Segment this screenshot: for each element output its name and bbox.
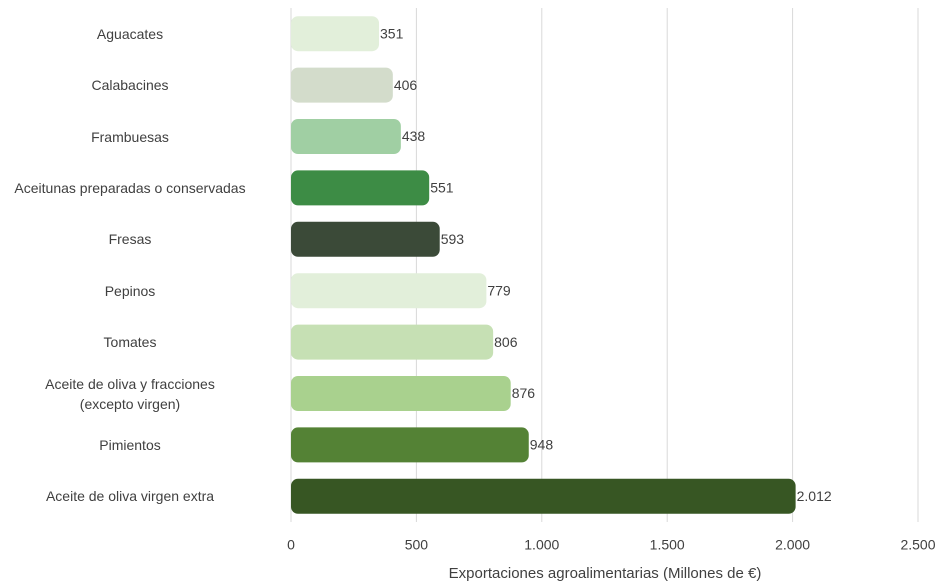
value-label: 779	[487, 282, 511, 298]
x-tick-label: 0	[287, 537, 295, 553]
bar	[291, 119, 401, 154]
category-label: Tomates	[103, 334, 157, 351]
value-label: 551	[430, 180, 454, 196]
bar	[291, 16, 380, 52]
value-label: 806	[494, 334, 518, 350]
category-label: Aceitunas preparadas o conservadas	[14, 179, 246, 196]
x-tick-label: 1.500	[650, 537, 685, 553]
value-label: 948	[530, 437, 554, 453]
category-label: Aceite de oliva y fracciones (excepto vi…	[45, 375, 215, 412]
bar	[291, 67, 393, 103]
bar	[291, 478, 796, 514]
x-tick-label: 2.500	[900, 537, 935, 553]
x-tick-label: 2.000	[775, 537, 810, 553]
category-label: Fresas	[108, 231, 152, 248]
value-label: 876	[512, 385, 536, 401]
bar	[291, 273, 487, 309]
value-label: 351	[380, 25, 404, 41]
value-label: 406	[394, 77, 418, 93]
category-label: Pimientos	[99, 436, 161, 453]
x-tick-label: 500	[405, 537, 429, 553]
value-label: 2.012	[797, 488, 832, 504]
category-label: Aceite de oliva virgen extra	[45, 488, 215, 505]
value-label: 438	[402, 128, 426, 144]
category-label: Pepinos	[104, 282, 156, 299]
x-tick-label: 1.000	[524, 537, 559, 553]
bar	[291, 170, 430, 206]
bar	[291, 324, 494, 360]
bar	[291, 221, 440, 257]
value-label: 593	[441, 231, 465, 247]
x-axis-title: Exportaciones agroalimentarias (Millones…	[449, 565, 762, 582]
category-label: Frambuesas	[91, 128, 169, 145]
bar	[291, 427, 529, 463]
category-label: Aguacates	[96, 25, 164, 42]
category-label: Calabacines	[91, 77, 169, 94]
bar	[291, 376, 511, 411]
